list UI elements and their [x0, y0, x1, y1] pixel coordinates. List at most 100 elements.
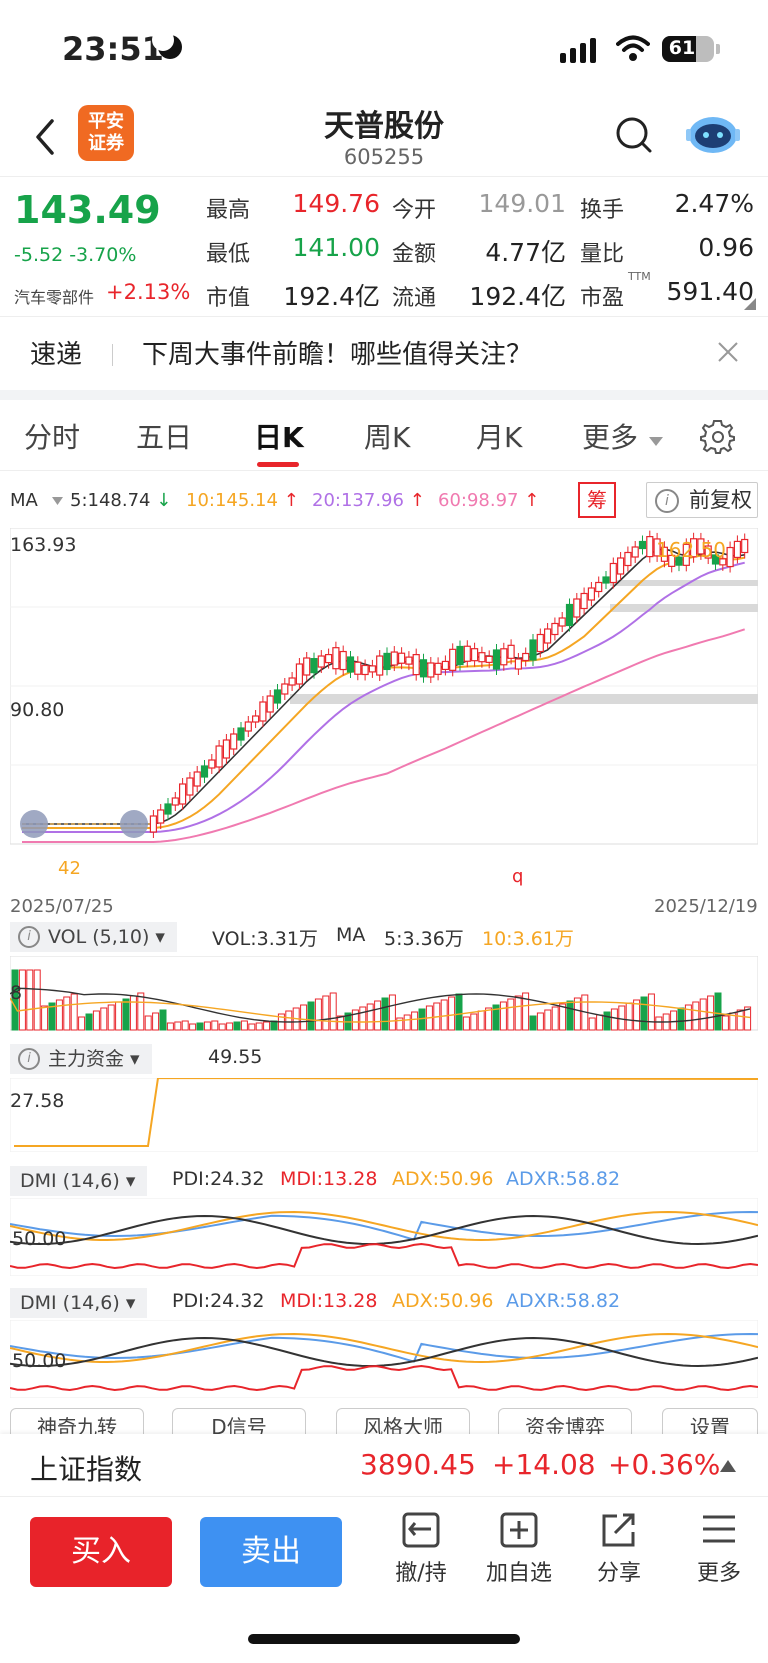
sector-change[interactable]: +2.13% [106, 280, 191, 304]
vol-ma10: 10:3.61万 [482, 928, 574, 950]
vol-bar [11, 969, 19, 1031]
news-banner[interactable]: 速递 下周大事件前瞻！哪些值得关注？ [0, 318, 768, 388]
chevron-up-icon[interactable] [720, 1460, 736, 1472]
pe-label: 市盈 [580, 286, 625, 311]
zhuli-tag[interactable]: i 主力资金 ▾ [10, 1044, 152, 1074]
status-bar: 23:51 61 [0, 0, 768, 90]
vol-bar [55, 999, 63, 1031]
candle-body [303, 657, 311, 676]
candle-body [449, 648, 457, 671]
corner-expand-icon[interactable] [744, 298, 756, 310]
candle-body [208, 759, 216, 769]
close-icon[interactable] [716, 340, 740, 364]
dmi-tag-1[interactable]: DMI (14,6) ▾ [10, 1166, 148, 1196]
candle-body [587, 587, 596, 601]
adjust-mode-button[interactable]: i 前复权 [646, 482, 758, 518]
dmi-pdi-line [10, 1214, 758, 1246]
zl-line [14, 1078, 758, 1147]
vol-bar [322, 995, 330, 1031]
vol-bar [721, 1015, 729, 1031]
wifi-icon [616, 35, 650, 61]
cancel-hold-button[interactable]: 撤/持 [376, 1511, 466, 1587]
candle-body [719, 558, 727, 566]
tab-zhouk[interactable]: 周K [364, 421, 411, 454]
vol-bar [647, 993, 655, 1031]
chip-distribution-button[interactable]: 筹 [578, 482, 616, 518]
add-watchlist-button[interactable]: 加自选 [474, 1511, 564, 1587]
sector-name[interactable]: 汽车零部件 [14, 288, 95, 307]
candle-body [325, 653, 333, 664]
tab-rik[interactable]: 日K [254, 421, 304, 454]
vol-bar [684, 1004, 692, 1031]
candle-body [149, 815, 157, 833]
vol-tag[interactable]: i VOL (5,10) ▾ [10, 922, 177, 952]
candlestick-chart[interactable] [10, 528, 758, 890]
vol-bar [233, 1021, 241, 1031]
broker-logo: 平安 证券 [78, 105, 134, 161]
tab-yuek[interactable]: 月K [476, 421, 523, 454]
cancel-order-icon [402, 1512, 440, 1548]
dmi-pdi-1: PDI:24.32 [172, 1168, 265, 1190]
vol-bar [285, 1010, 293, 1031]
vol-bar [618, 1005, 626, 1031]
search-icon[interactable] [614, 115, 654, 155]
vol-bar [744, 1006, 752, 1031]
gear-icon[interactable] [700, 418, 736, 454]
tab-more[interactable]: 更多 [582, 416, 663, 456]
dmi-adx-1: ADX:50.96 [392, 1168, 494, 1190]
buy-button[interactable]: 买入 [30, 1517, 172, 1587]
candle-body [522, 652, 530, 662]
candle-body [733, 540, 742, 559]
robot-assistant-icon[interactable] [686, 111, 740, 155]
candle-body [157, 809, 165, 824]
vol-bar [196, 1022, 204, 1031]
candle-body [609, 562, 617, 584]
candle-body [668, 554, 676, 567]
share-button[interactable]: 分享 [574, 1511, 664, 1587]
replay-icon [20, 810, 48, 838]
vol-axis: 8 [10, 982, 23, 1004]
candle-body [164, 803, 172, 815]
news-tag: 速递 [30, 340, 83, 370]
vol-bar [337, 1015, 345, 1031]
ma-label[interactable]: MA [10, 490, 38, 511]
candle-body [595, 581, 603, 593]
more-button[interactable]: 更多 [674, 1511, 764, 1587]
candle-body [551, 622, 559, 636]
dmi-tag-2[interactable]: DMI (14,6) ▾ [10, 1288, 148, 1318]
vol-bar [181, 1020, 189, 1031]
vol-bar [596, 1014, 604, 1031]
candle-body [638, 540, 647, 550]
back-icon[interactable] [30, 117, 60, 157]
dmi-pdi-line [10, 1336, 758, 1368]
volume-chart[interactable] [10, 956, 758, 1032]
candle-body [310, 658, 318, 674]
vol-ratio-value: 0.96 [698, 233, 754, 262]
tab-wuri[interactable]: 五日 [136, 421, 193, 454]
dmi-chart-1[interactable] [10, 1198, 758, 1276]
news-title[interactable]: 下周大事件前瞻！哪些值得关注？ [142, 340, 533, 370]
dmi-chart-2[interactable] [10, 1320, 758, 1398]
vol-bar [18, 969, 26, 1031]
vol-bar [522, 992, 530, 1031]
vol-bar [670, 1010, 678, 1031]
vol-bar [566, 1000, 574, 1031]
candle-body [456, 645, 464, 666]
candle-body [354, 661, 362, 675]
vol-bar [218, 1023, 226, 1031]
open-value: 149.01 [478, 189, 566, 218]
index-change: +14.08 [492, 1448, 596, 1481]
vol-ma5-line [10, 987, 751, 1023]
candle-body [273, 689, 282, 704]
candle-body [295, 663, 303, 685]
vol-bar [33, 969, 41, 1031]
tab-fenshi[interactable]: 分时 [24, 421, 81, 454]
chevron-down-icon[interactable] [52, 497, 63, 506]
candle-body [616, 557, 625, 575]
dmi-mdi-2: MDI:13.28 [280, 1290, 378, 1312]
ma20-value: 20:137.96 ↑ [312, 490, 425, 511]
capital-flow-chart[interactable] [10, 1078, 758, 1152]
vol-bar [507, 998, 515, 1031]
sell-button[interactable]: 卖出 [200, 1517, 342, 1587]
index-ticker[interactable]: 上证指数 3890.45 +14.08 +0.36% [0, 1434, 768, 1496]
